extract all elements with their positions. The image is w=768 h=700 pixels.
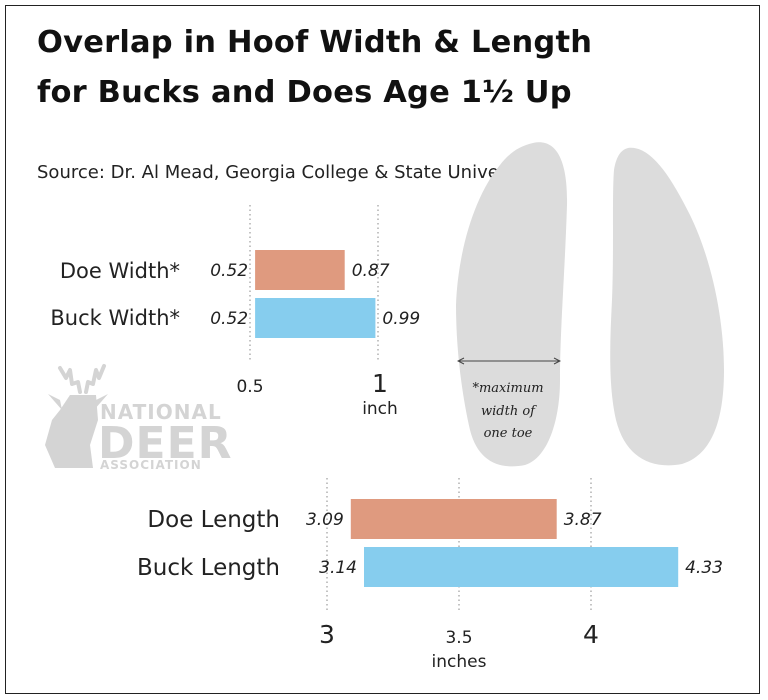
category-doe-width: Doe Width* (60, 259, 180, 283)
width-tick-label-1: 1 (372, 369, 388, 398)
bar-doe-width (255, 250, 345, 290)
length-tick-label-4: 4 (583, 620, 599, 649)
width-chart: Doe Width* Buck Width* 0.52 0.87 0.52 0.… (50, 205, 420, 419)
data-label-doe-width-min: 0.52 (210, 261, 248, 281)
length-axis-unit: inches (432, 652, 487, 672)
category-buck-width: Buck Width* (50, 306, 180, 330)
category-doe-length: Doe Length (147, 507, 280, 533)
data-label-buck-length-min: 3.14 (319, 558, 357, 578)
category-buck-length: Buck Length (137, 555, 280, 581)
chart-title-line-2: for Bucks and Does Age 1½ Up (37, 75, 572, 110)
hoof-right-toe (610, 147, 724, 466)
bar-doe-length (350, 499, 557, 539)
data-label-doe-width-max: 0.87 (352, 261, 390, 281)
source-note: Source: Dr. Al Mead, Georgia College & S… (37, 162, 539, 183)
data-label-buck-width-max: 0.99 (382, 309, 420, 329)
data-label-doe-length-min: 3.09 (306, 510, 344, 530)
length-chart: Doe Length Buck Length 3.09 3.87 3.14 4.… (137, 478, 723, 672)
nda-logo: NATIONAL DEER ASSOCIATION (45, 364, 233, 472)
width-axis-unit: inch (362, 399, 398, 419)
width-tick-label-0.5: 0.5 (236, 377, 263, 397)
bar-buck-length (364, 547, 679, 587)
length-tick-label-3: 3 (319, 620, 335, 649)
logo-text-national: NATIONAL (100, 400, 222, 424)
logo-text-association: ASSOCIATION (100, 458, 202, 472)
chart-frame (5, 5, 760, 694)
bar-buck-width (255, 298, 376, 338)
width-grid (249, 205, 379, 360)
length-grid (326, 478, 592, 612)
length-tick-label-3.5: 3.5 (445, 628, 472, 648)
data-label-buck-width-min: 0.52 (210, 309, 248, 329)
hoof-note-line-3: one toe (484, 426, 533, 441)
hoof-left-toe (456, 142, 568, 467)
data-label-buck-length-max: 4.33 (685, 558, 723, 578)
hoof-note-line-1: *maximum (472, 381, 543, 396)
deer-head-icon (45, 364, 108, 468)
hoof-note-line-2: width of (481, 404, 537, 419)
logo-text-deer: DEER (98, 418, 233, 469)
chart-title-line-1: Overlap in Hoof Width & Length (37, 25, 593, 60)
chart-title: Overlap in Hoof Width & Length for Bucks… (37, 18, 592, 118)
data-label-doe-length-max: 3.87 (564, 510, 602, 530)
hoof-illustration: *maximum width of one toe (456, 142, 724, 467)
